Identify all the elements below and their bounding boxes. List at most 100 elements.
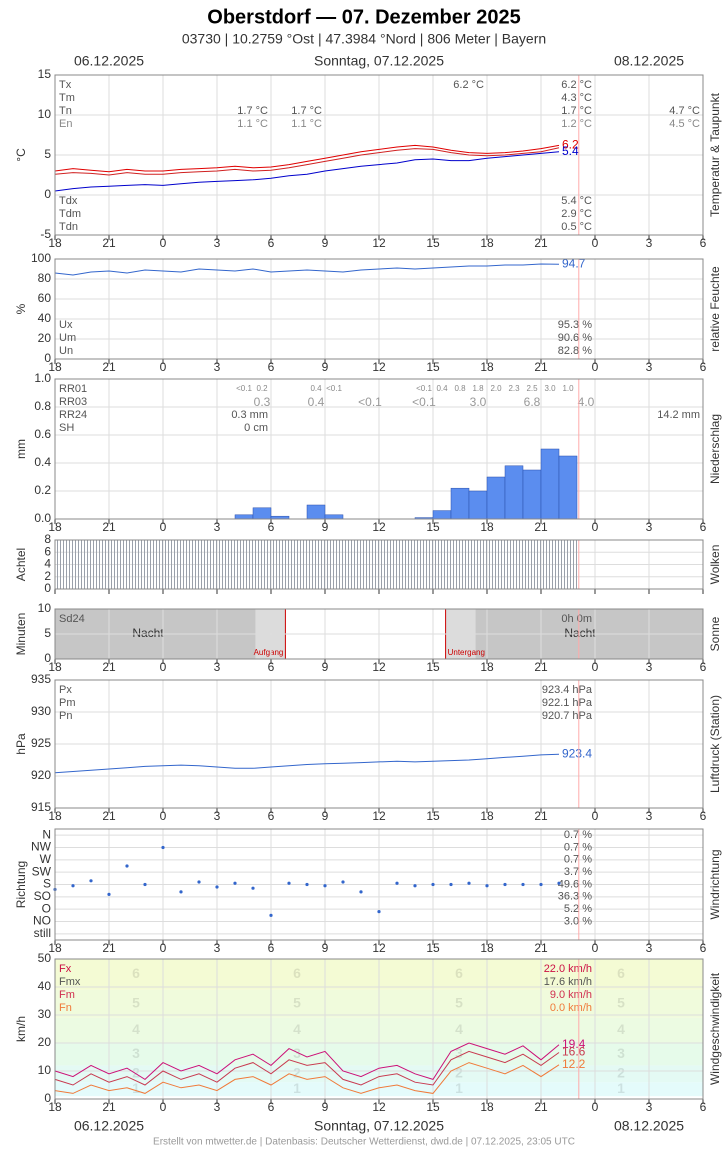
y-axis-label: Minuten: [14, 613, 28, 656]
x-tick-label: 9: [322, 1100, 329, 1114]
side-label: Windgeschwindigkeit: [708, 972, 722, 1085]
point: [269, 913, 273, 917]
point: [161, 845, 165, 850]
bar: [73, 540, 91, 589]
y-tick-label: 0: [44, 581, 51, 595]
bar: [325, 540, 343, 589]
x-tick-label: 21: [102, 1100, 116, 1114]
y-tick-label: 5: [44, 626, 51, 640]
night-label: Nacht: [132, 626, 164, 640]
bar: [505, 540, 523, 589]
x-tick-label: 9: [322, 941, 329, 955]
y-tick-label: 0: [44, 651, 51, 665]
bar: [127, 540, 145, 589]
x-tick-label: 21: [534, 360, 548, 374]
bar: [432, 510, 452, 520]
x-tick-label: 18: [480, 360, 494, 374]
y-tick-label: 8: [44, 532, 51, 546]
bar: [415, 540, 433, 589]
x-tick-label: 6: [700, 941, 707, 955]
stat-label: Tm: [59, 92, 75, 104]
sunset-label: Untergang: [448, 648, 485, 657]
x-tick-label: 6: [700, 660, 707, 674]
rr03-label: 6.8: [524, 395, 541, 409]
point: [449, 882, 453, 887]
x-tick-label: 12: [372, 360, 386, 374]
x-tick-label: 21: [534, 809, 548, 823]
y-tick-label: 15: [38, 67, 52, 81]
beaufort-label: 6: [455, 965, 463, 981]
x-tick-label: 0: [592, 360, 599, 374]
y-tick-label: SW: [32, 864, 52, 878]
point: [341, 880, 345, 884]
footer: Erstellt von mtwetter.de | Datenbasis: D…: [153, 1137, 575, 1148]
y-tick-label: 4: [44, 557, 51, 571]
point: [539, 882, 543, 887]
rr03-label: <0.1: [412, 395, 436, 409]
night-label: Nacht: [564, 626, 596, 640]
plot-border: [54, 378, 704, 520]
bar: [450, 487, 470, 520]
x-tick-label: 3: [214, 941, 221, 955]
x-tick-label: 21: [102, 360, 116, 374]
y-tick-label: 40: [38, 311, 52, 325]
x-tick-label: 18: [480, 809, 494, 823]
plot-border: [54, 828, 704, 941]
x-tick-label: 12: [372, 660, 386, 674]
y-tick-label: W: [40, 852, 52, 866]
x-tick-label: 15: [426, 360, 440, 374]
bar: [486, 476, 506, 520]
x-tick-label: 15: [426, 809, 440, 823]
share-label: 5.2 %: [564, 903, 592, 915]
bar: [55, 540, 73, 589]
series-line: [54, 147, 560, 176]
beaufort-label: 4: [455, 1021, 463, 1037]
point: [305, 882, 309, 887]
x-tick-label: 6: [700, 360, 707, 374]
stat-value: 2.9 °C: [561, 208, 592, 220]
x-tick-label: 12: [372, 520, 386, 534]
plot-border: [54, 679, 704, 809]
bar: [91, 540, 109, 589]
y-tick-label: 50: [38, 951, 52, 965]
bar: [217, 540, 235, 589]
stat-label: Tx: [59, 79, 72, 91]
x-tick-label: 12: [372, 941, 386, 955]
stat-label: Tdm: [59, 208, 81, 220]
bar: [361, 540, 379, 589]
point: [71, 884, 75, 888]
y-tick-label: 925: [31, 736, 51, 750]
stat-label: RR03: [59, 396, 87, 408]
side-label: Sonne: [708, 616, 722, 651]
stat-label: RR24: [59, 409, 87, 421]
rr01-label: <0.1: [236, 384, 252, 393]
y-axis-label: hPa: [14, 733, 28, 755]
x-tick-label: 3: [214, 360, 221, 374]
date-right: 08.12.2025: [614, 1118, 684, 1134]
x-tick-label: 21: [534, 520, 548, 534]
end-label: 6.2: [562, 138, 579, 152]
x-tick-label: 9: [322, 360, 329, 374]
x-tick-label: 3: [214, 660, 221, 674]
x-tick-label: 6: [268, 520, 275, 534]
y-tick-label: S: [43, 877, 51, 891]
x-tick-label: 0: [592, 1100, 599, 1114]
y-axis-label: km/h: [14, 1016, 28, 1042]
x-tick-label: 21: [102, 809, 116, 823]
stat-label: Fm: [59, 989, 75, 1001]
stat-value: 90.6 %: [558, 332, 592, 344]
stat-value: 0h 0m: [561, 613, 592, 625]
rr01-label: 3.0: [544, 384, 556, 393]
stat-value: 1.1 °C: [237, 118, 268, 130]
x-tick-label: 0: [160, 660, 167, 674]
end-label: 5.4: [562, 144, 579, 158]
bar: [540, 448, 560, 520]
x-tick-label: 21: [102, 520, 116, 534]
x-tick-label: 18: [48, 1100, 62, 1114]
stat-value: 922.1 hPa: [542, 697, 593, 709]
y-axis-label: °C: [14, 148, 28, 162]
share-label: 3.0 %: [564, 915, 592, 927]
point: [233, 881, 237, 885]
point: [431, 882, 435, 887]
